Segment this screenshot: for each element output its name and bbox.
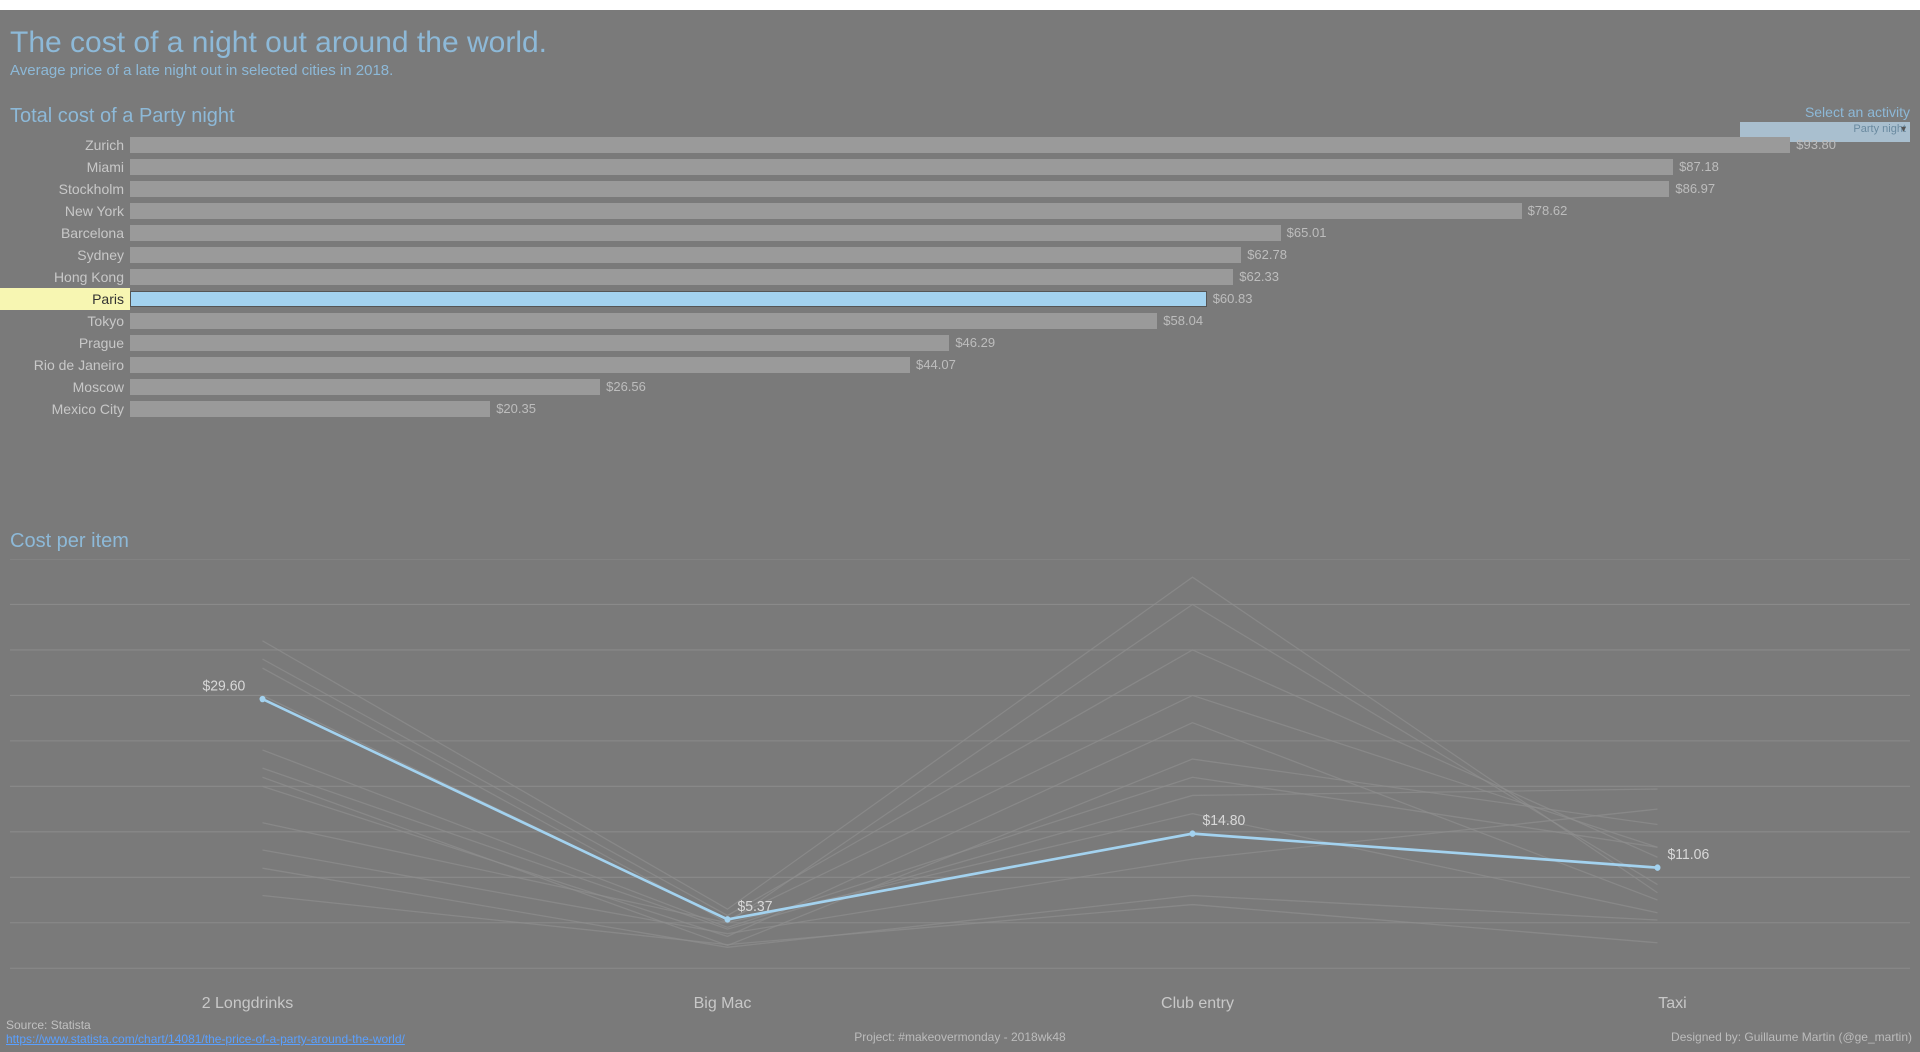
bar-track: $78.62 — [130, 200, 1910, 222]
line-point-label: $29.60 — [203, 678, 246, 695]
line-series[interactable] — [263, 695, 1658, 920]
footer-project: Project: #makeovermonday - 2018wk48 — [0, 1030, 1920, 1044]
bar-value-label: $93.80 — [1790, 134, 1836, 156]
bar-value-label: $65.01 — [1281, 222, 1327, 244]
bar-row[interactable]: Sydney $62.78 — [0, 244, 1910, 266]
bar-fill — [130, 159, 1673, 175]
bar-track: $60.83 — [130, 288, 1910, 310]
line-point[interactable] — [725, 916, 731, 922]
bar-track: $58.04 — [130, 310, 1910, 332]
bar-value-label: $46.29 — [949, 332, 995, 354]
bar-city-label: Paris — [0, 288, 130, 310]
bar-row[interactable]: New York $78.62 — [0, 200, 1910, 222]
bar-track: $65.01 — [130, 222, 1910, 244]
bar-value-label: $20.35 — [490, 398, 536, 420]
line-series[interactable] — [263, 809, 1658, 934]
bar-chart-title: Total cost of a Party night — [0, 87, 1920, 134]
line-series[interactable] — [263, 868, 1658, 947]
line-point-label: $5.37 — [738, 898, 773, 915]
line-category-label: 2 Longdrinks — [10, 995, 485, 1013]
line-point-label: $14.80 — [1202, 813, 1245, 830]
line-category-label: Big Mac — [485, 995, 960, 1013]
bar-row[interactable]: Paris $60.83 — [0, 288, 1910, 310]
bar-row[interactable]: Stockholm $86.97 — [0, 178, 1910, 200]
line-point[interactable] — [1655, 864, 1661, 870]
line-category-label: Club entry — [960, 995, 1435, 1013]
bar-fill — [130, 137, 1790, 153]
line-series[interactable] — [263, 750, 1658, 927]
line-chart-section: $29.60$5.37$14.80$11.062 LongdrinksBig M… — [0, 559, 1920, 979]
bar-row[interactable]: Hong Kong $62.33 — [0, 266, 1910, 288]
bar-value-label: $44.07 — [910, 354, 956, 376]
bar-track: $20.35 — [130, 398, 1910, 420]
bar-row[interactable]: Barcelona $65.01 — [0, 222, 1910, 244]
bar-fill — [130, 379, 600, 395]
bar-row[interactable]: Tokyo $58.04 — [0, 310, 1910, 332]
bar-row[interactable]: Miami $87.18 — [0, 156, 1910, 178]
line-point-label: $11.06 — [1668, 847, 1710, 864]
bar-track: $62.33 — [130, 266, 1910, 288]
header: The cost of a night out around the world… — [0, 0, 1920, 87]
page-title: The cost of a night out around the world… — [10, 26, 1910, 60]
line-chart[interactable]: $29.60$5.37$14.80$11.062 LongdrinksBig M… — [10, 559, 1910, 979]
bar-city-label: Stockholm — [0, 178, 130, 200]
bar-city-label: Zurich — [0, 134, 130, 156]
bar-row[interactable]: Moscow $26.56 — [0, 376, 1910, 398]
page-subtitle: Average price of a late night out in sel… — [10, 62, 1910, 79]
bar-row[interactable]: Rio de Janeiro $44.07 — [0, 354, 1910, 376]
bar-city-label: Tokyo — [0, 310, 130, 332]
bar-fill — [130, 335, 949, 351]
bar-row[interactable]: Mexico City $20.35 — [0, 398, 1910, 420]
bar-fill — [130, 247, 1241, 263]
bar-value-label: $60.83 — [1207, 288, 1253, 310]
bar-city-label: Miami — [0, 156, 130, 178]
bar-fill — [130, 181, 1669, 197]
bar-city-label: Mexico City — [0, 398, 130, 420]
footer-credit: Designed by: Guillaume Martin (@ge_marti… — [1671, 1030, 1912, 1044]
line-category-label: Taxi — [1435, 995, 1910, 1013]
line-point[interactable] — [260, 696, 266, 702]
top-white-strip — [0, 0, 1920, 10]
bar-track: $87.18 — [130, 156, 1910, 178]
bar-fill — [130, 313, 1157, 329]
bar-row[interactable]: Zurich $93.80 — [0, 134, 1910, 156]
bar-value-label: $62.78 — [1241, 244, 1287, 266]
bar-chart[interactable]: Zurich$93.80Miami$87.18Stockholm$86.97Ne… — [0, 134, 1920, 420]
bar-value-label: $78.62 — [1522, 200, 1568, 222]
bar-fill — [130, 269, 1233, 285]
line-point[interactable] — [1190, 830, 1196, 836]
bar-track: $26.56 — [130, 376, 1910, 398]
bar-fill — [130, 203, 1522, 219]
bar-track: $44.07 — [130, 354, 1910, 376]
bar-value-label: $62.33 — [1233, 266, 1279, 288]
bar-value-label: $86.97 — [1669, 178, 1715, 200]
bar-city-label: Prague — [0, 332, 130, 354]
bar-city-label: New York — [0, 200, 130, 222]
line-series-highlight[interactable] — [263, 699, 1658, 919]
bar-fill — [130, 401, 490, 417]
line-series[interactable] — [263, 577, 1658, 909]
bar-row[interactable]: Prague $46.29 — [0, 332, 1910, 354]
bar-track: $86.97 — [130, 178, 1910, 200]
bar-value-label: $87.18 — [1673, 156, 1719, 178]
bar-city-label: Moscow — [0, 376, 130, 398]
bar-city-label: Rio de Janeiro — [0, 354, 130, 376]
line-chart-title: Cost per item — [0, 420, 1920, 559]
bar-fill — [130, 225, 1281, 241]
bar-track: $93.80 — [130, 134, 1910, 156]
bar-track: $46.29 — [130, 332, 1910, 354]
bar-fill — [130, 291, 1207, 307]
bar-city-label: Sydney — [0, 244, 130, 266]
bar-city-label: Barcelona — [0, 222, 130, 244]
line-category-axis: 2 LongdrinksBig MacClub entryTaxi — [10, 995, 1910, 1013]
line-series[interactable] — [263, 895, 1658, 944]
bar-city-label: Hong Kong — [0, 266, 130, 288]
bar-track: $62.78 — [130, 244, 1910, 266]
bar-value-label: $26.56 — [600, 376, 646, 398]
line-series[interactable] — [263, 768, 1658, 929]
activity-filter-label: Select an activity — [1740, 104, 1910, 120]
bar-value-label: $58.04 — [1157, 310, 1203, 332]
bar-fill — [130, 357, 910, 373]
